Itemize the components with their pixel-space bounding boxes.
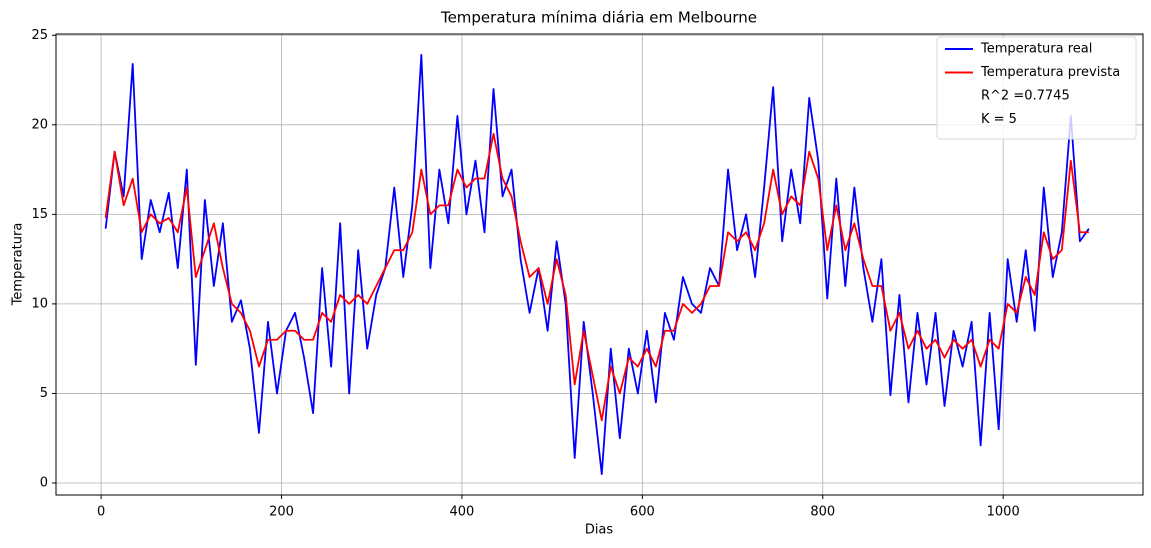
x-tick-label: 800 xyxy=(810,505,835,520)
x-tick-label: 1000 xyxy=(987,505,1020,520)
data-line xyxy=(104,132,1089,422)
legend-box xyxy=(936,36,1137,140)
y-tick-label: 5 xyxy=(40,386,48,401)
x-tick-label: 0 xyxy=(97,505,105,520)
x-axis-label: Dias xyxy=(585,523,614,538)
y-tick-label: 20 xyxy=(31,117,48,132)
x-tick-label: 600 xyxy=(630,505,655,520)
axes-frame xyxy=(55,33,1144,496)
legend-note: K = 5 xyxy=(981,112,1017,127)
y-tick-label: 15 xyxy=(31,207,48,222)
legend-label: Temperatura prevista xyxy=(980,65,1120,80)
chart-title: Temperatura mínima diária em Melbourne xyxy=(440,9,757,27)
legend-note: R^2 =0.7745 xyxy=(981,89,1070,104)
y-tick-label: 0 xyxy=(40,476,48,491)
legend-label: Temperatura real xyxy=(980,42,1092,57)
y-axis-label: Temperatura xyxy=(11,223,26,307)
data-line xyxy=(104,54,1090,475)
y-tick-label: 25 xyxy=(31,28,48,43)
x-tick-label: 200 xyxy=(269,505,294,520)
x-tick-label: 400 xyxy=(450,505,475,520)
y-tick-label: 10 xyxy=(31,296,48,311)
